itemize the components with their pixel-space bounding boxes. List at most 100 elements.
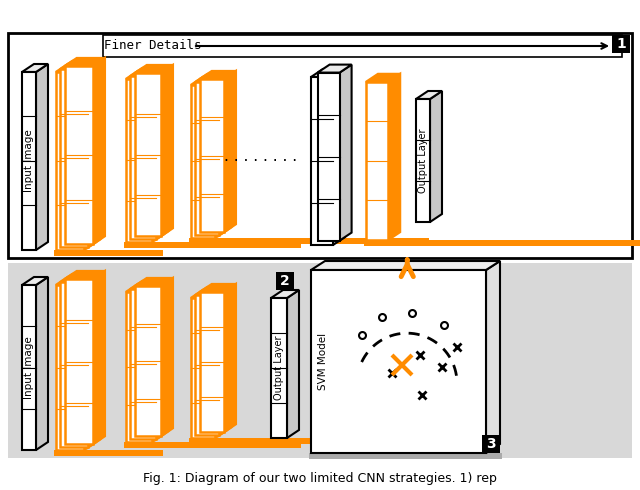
Polygon shape bbox=[126, 292, 152, 442]
Polygon shape bbox=[131, 281, 168, 289]
Text: · · · · · · · ·: · · · · · · · · bbox=[225, 153, 298, 169]
Bar bbox=[309, 453, 502, 459]
Polygon shape bbox=[271, 298, 287, 438]
Polygon shape bbox=[271, 290, 299, 298]
Bar bbox=[482, 435, 500, 453]
Text: 2: 2 bbox=[280, 274, 290, 288]
Polygon shape bbox=[317, 65, 351, 73]
Polygon shape bbox=[333, 69, 345, 245]
Polygon shape bbox=[22, 64, 48, 72]
Polygon shape bbox=[195, 287, 232, 295]
Polygon shape bbox=[287, 290, 299, 438]
Polygon shape bbox=[317, 73, 340, 241]
Polygon shape bbox=[22, 277, 48, 285]
Polygon shape bbox=[131, 289, 156, 439]
Polygon shape bbox=[22, 285, 36, 450]
Polygon shape bbox=[84, 277, 96, 450]
Polygon shape bbox=[486, 261, 500, 453]
Polygon shape bbox=[126, 71, 164, 79]
Polygon shape bbox=[161, 278, 173, 436]
Polygon shape bbox=[191, 85, 215, 238]
Polygon shape bbox=[135, 73, 161, 236]
Polygon shape bbox=[60, 61, 100, 69]
Bar bbox=[8, 33, 632, 258]
Polygon shape bbox=[416, 99, 430, 222]
Polygon shape bbox=[191, 298, 215, 438]
Polygon shape bbox=[56, 64, 96, 72]
Polygon shape bbox=[200, 79, 224, 232]
Polygon shape bbox=[135, 65, 173, 73]
Text: Fig. 1: Diagram of our two limited CNN strategies. 1) rep: Fig. 1: Diagram of our two limited CNN s… bbox=[143, 471, 497, 485]
Polygon shape bbox=[311, 77, 333, 245]
Polygon shape bbox=[60, 69, 88, 247]
Polygon shape bbox=[416, 91, 442, 99]
Polygon shape bbox=[430, 91, 442, 222]
Bar bbox=[54, 250, 163, 256]
Text: Output Layer: Output Layer bbox=[274, 336, 284, 400]
Polygon shape bbox=[56, 285, 84, 450]
Bar bbox=[103, 35, 622, 57]
Polygon shape bbox=[135, 286, 161, 436]
Bar bbox=[189, 438, 429, 444]
Bar bbox=[612, 35, 630, 53]
Polygon shape bbox=[191, 77, 227, 85]
Polygon shape bbox=[65, 279, 93, 444]
Polygon shape bbox=[22, 72, 36, 250]
Polygon shape bbox=[156, 68, 168, 239]
Polygon shape bbox=[200, 284, 236, 292]
Bar bbox=[364, 240, 640, 246]
Text: 1: 1 bbox=[616, 37, 626, 51]
Polygon shape bbox=[36, 277, 48, 450]
Polygon shape bbox=[366, 82, 388, 240]
Polygon shape bbox=[65, 271, 105, 279]
Polygon shape bbox=[224, 284, 236, 432]
Polygon shape bbox=[156, 281, 168, 439]
Polygon shape bbox=[84, 64, 96, 250]
Polygon shape bbox=[93, 58, 105, 244]
Polygon shape bbox=[220, 74, 232, 235]
Polygon shape bbox=[311, 261, 500, 270]
Text: Input Image: Input Image bbox=[24, 130, 34, 193]
Bar bbox=[124, 242, 301, 248]
Polygon shape bbox=[388, 74, 400, 240]
Polygon shape bbox=[195, 74, 232, 82]
Polygon shape bbox=[152, 284, 164, 442]
Text: Finer Details: Finer Details bbox=[104, 40, 202, 52]
Polygon shape bbox=[36, 64, 48, 250]
Bar bbox=[8, 263, 632, 458]
Polygon shape bbox=[65, 66, 93, 244]
Polygon shape bbox=[366, 74, 400, 82]
Polygon shape bbox=[93, 271, 105, 444]
Polygon shape bbox=[56, 72, 84, 250]
Polygon shape bbox=[224, 71, 236, 232]
Bar bbox=[276, 272, 294, 290]
Polygon shape bbox=[88, 61, 100, 247]
Polygon shape bbox=[340, 65, 351, 241]
Polygon shape bbox=[191, 290, 227, 298]
Bar bbox=[54, 450, 163, 456]
Polygon shape bbox=[60, 282, 88, 447]
Bar bbox=[124, 442, 301, 448]
Polygon shape bbox=[131, 76, 156, 239]
Text: 3: 3 bbox=[486, 437, 496, 451]
Bar bbox=[311, 270, 486, 453]
Polygon shape bbox=[152, 71, 164, 242]
Polygon shape bbox=[215, 77, 227, 238]
Polygon shape bbox=[200, 292, 224, 432]
Polygon shape bbox=[131, 68, 168, 76]
Polygon shape bbox=[215, 290, 227, 438]
Text: Output Layer: Output Layer bbox=[418, 128, 428, 193]
Polygon shape bbox=[195, 82, 220, 235]
Polygon shape bbox=[60, 274, 100, 282]
Polygon shape bbox=[56, 277, 96, 285]
Polygon shape bbox=[220, 287, 232, 435]
Polygon shape bbox=[65, 58, 105, 66]
Text: Input Image: Input Image bbox=[24, 336, 34, 399]
Polygon shape bbox=[126, 284, 164, 292]
Polygon shape bbox=[311, 69, 345, 77]
Polygon shape bbox=[88, 274, 100, 447]
Text: SVM Model: SVM Model bbox=[318, 333, 328, 390]
Polygon shape bbox=[195, 295, 220, 435]
Polygon shape bbox=[200, 71, 236, 79]
Polygon shape bbox=[126, 79, 152, 242]
